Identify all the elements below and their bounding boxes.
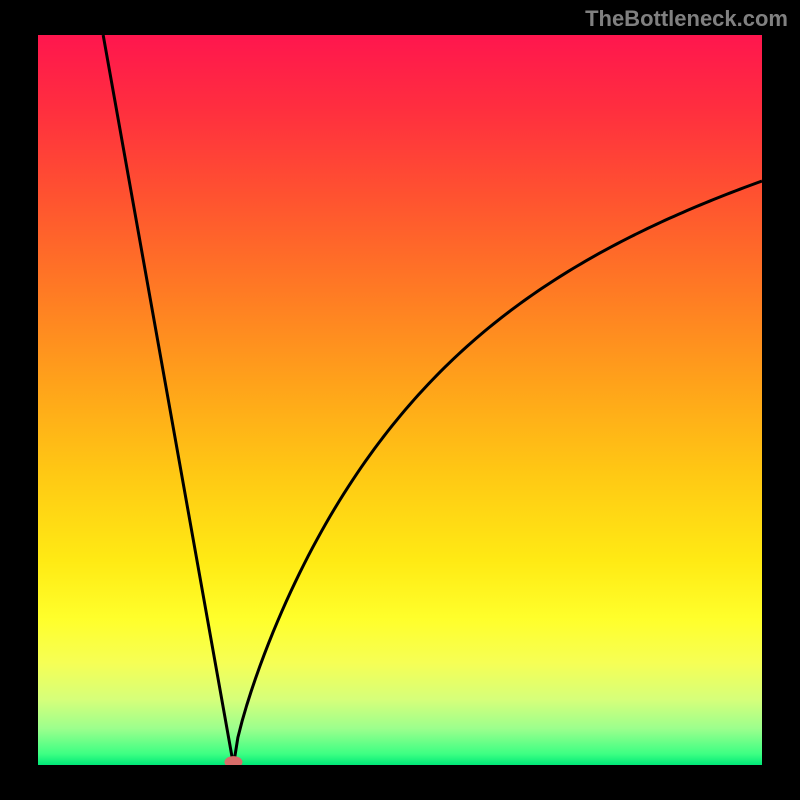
bottleneck-chart: [38, 35, 762, 765]
gradient-background: [38, 35, 762, 765]
watermark-text: TheBottleneck.com: [585, 6, 788, 32]
